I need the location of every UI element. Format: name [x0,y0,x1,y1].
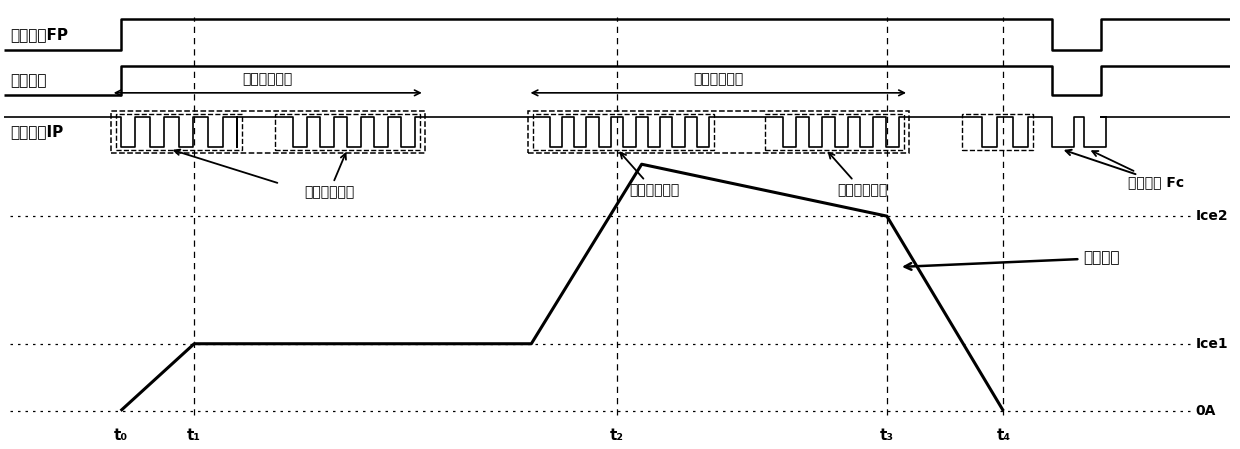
Text: 一级报警信号: 一级报警信号 [304,154,355,200]
Bar [115,114,242,150]
Text: 二级报警信号: 二级报警信号 [620,153,680,198]
Bar [765,114,904,150]
Bar [275,114,420,150]
Text: t₂: t₂ [610,428,624,443]
Text: t₀: t₀ [114,428,128,443]
Text: 门极信号: 门极信号 [10,73,47,88]
Text: Ice2: Ice2 [1195,209,1229,223]
Text: 回报信号IP: 回报信号IP [10,124,63,139]
Bar [528,110,909,153]
Text: 触发信号FP: 触发信号FP [10,27,68,42]
Text: 两次报警间隔: 两次报警间隔 [243,72,293,86]
Text: 0A: 0A [1195,404,1216,418]
Bar [962,114,1033,150]
Text: t₄: t₄ [996,428,1011,443]
Text: Ice1: Ice1 [1195,337,1229,351]
Bar [110,110,424,153]
Text: 电流波形: 电流波形 [905,251,1120,270]
Text: 两次报警间隔: 两次报警间隔 [693,72,744,86]
Text: t₁: t₁ [187,428,201,443]
Bar [532,114,714,150]
Text: t₃: t₃ [880,428,894,443]
Text: 故障清除 Fc: 故障清除 Fc [1092,151,1184,189]
Text: 一级报警信号: 一级报警信号 [828,153,888,198]
